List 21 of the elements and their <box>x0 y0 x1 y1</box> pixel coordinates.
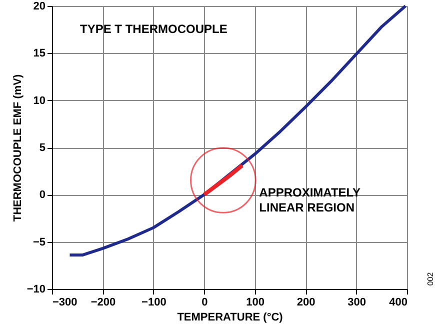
x-tick-label: 400 <box>389 296 408 308</box>
y-tick-label: 20 <box>33 0 46 12</box>
x-tick-label: 100 <box>246 296 265 308</box>
y-tick-label: 15 <box>33 48 46 60</box>
annotation: APPROXIMATELY LINEAR REGION <box>259 185 361 214</box>
text: TYPE T THERMOCOUPLE <box>80 22 228 36</box>
text: 002 <box>426 272 435 286</box>
y-axis-title: THERMOCOUPLE EMF (mV) <box>12 74 24 222</box>
y-tick-label: −10 <box>26 284 46 296</box>
y-tick-label: 10 <box>33 94 46 107</box>
y-tick-label: 0 <box>39 189 46 202</box>
x-tick-label: −100 <box>142 296 166 308</box>
line-series <box>202 163 244 197</box>
x-tick-label: −300 <box>52 296 78 308</box>
x-axis-title: TEMPERATURE (°C) <box>177 312 284 324</box>
x-tick-label: 200 <box>296 296 316 308</box>
x-tick-label: −200 <box>90 296 116 308</box>
y-tick-label: −5 <box>32 236 46 248</box>
x-tick-label: 300 <box>348 296 366 308</box>
x-tick-label: 0 <box>202 296 208 308</box>
y-tick-label: 5 <box>39 142 46 154</box>
